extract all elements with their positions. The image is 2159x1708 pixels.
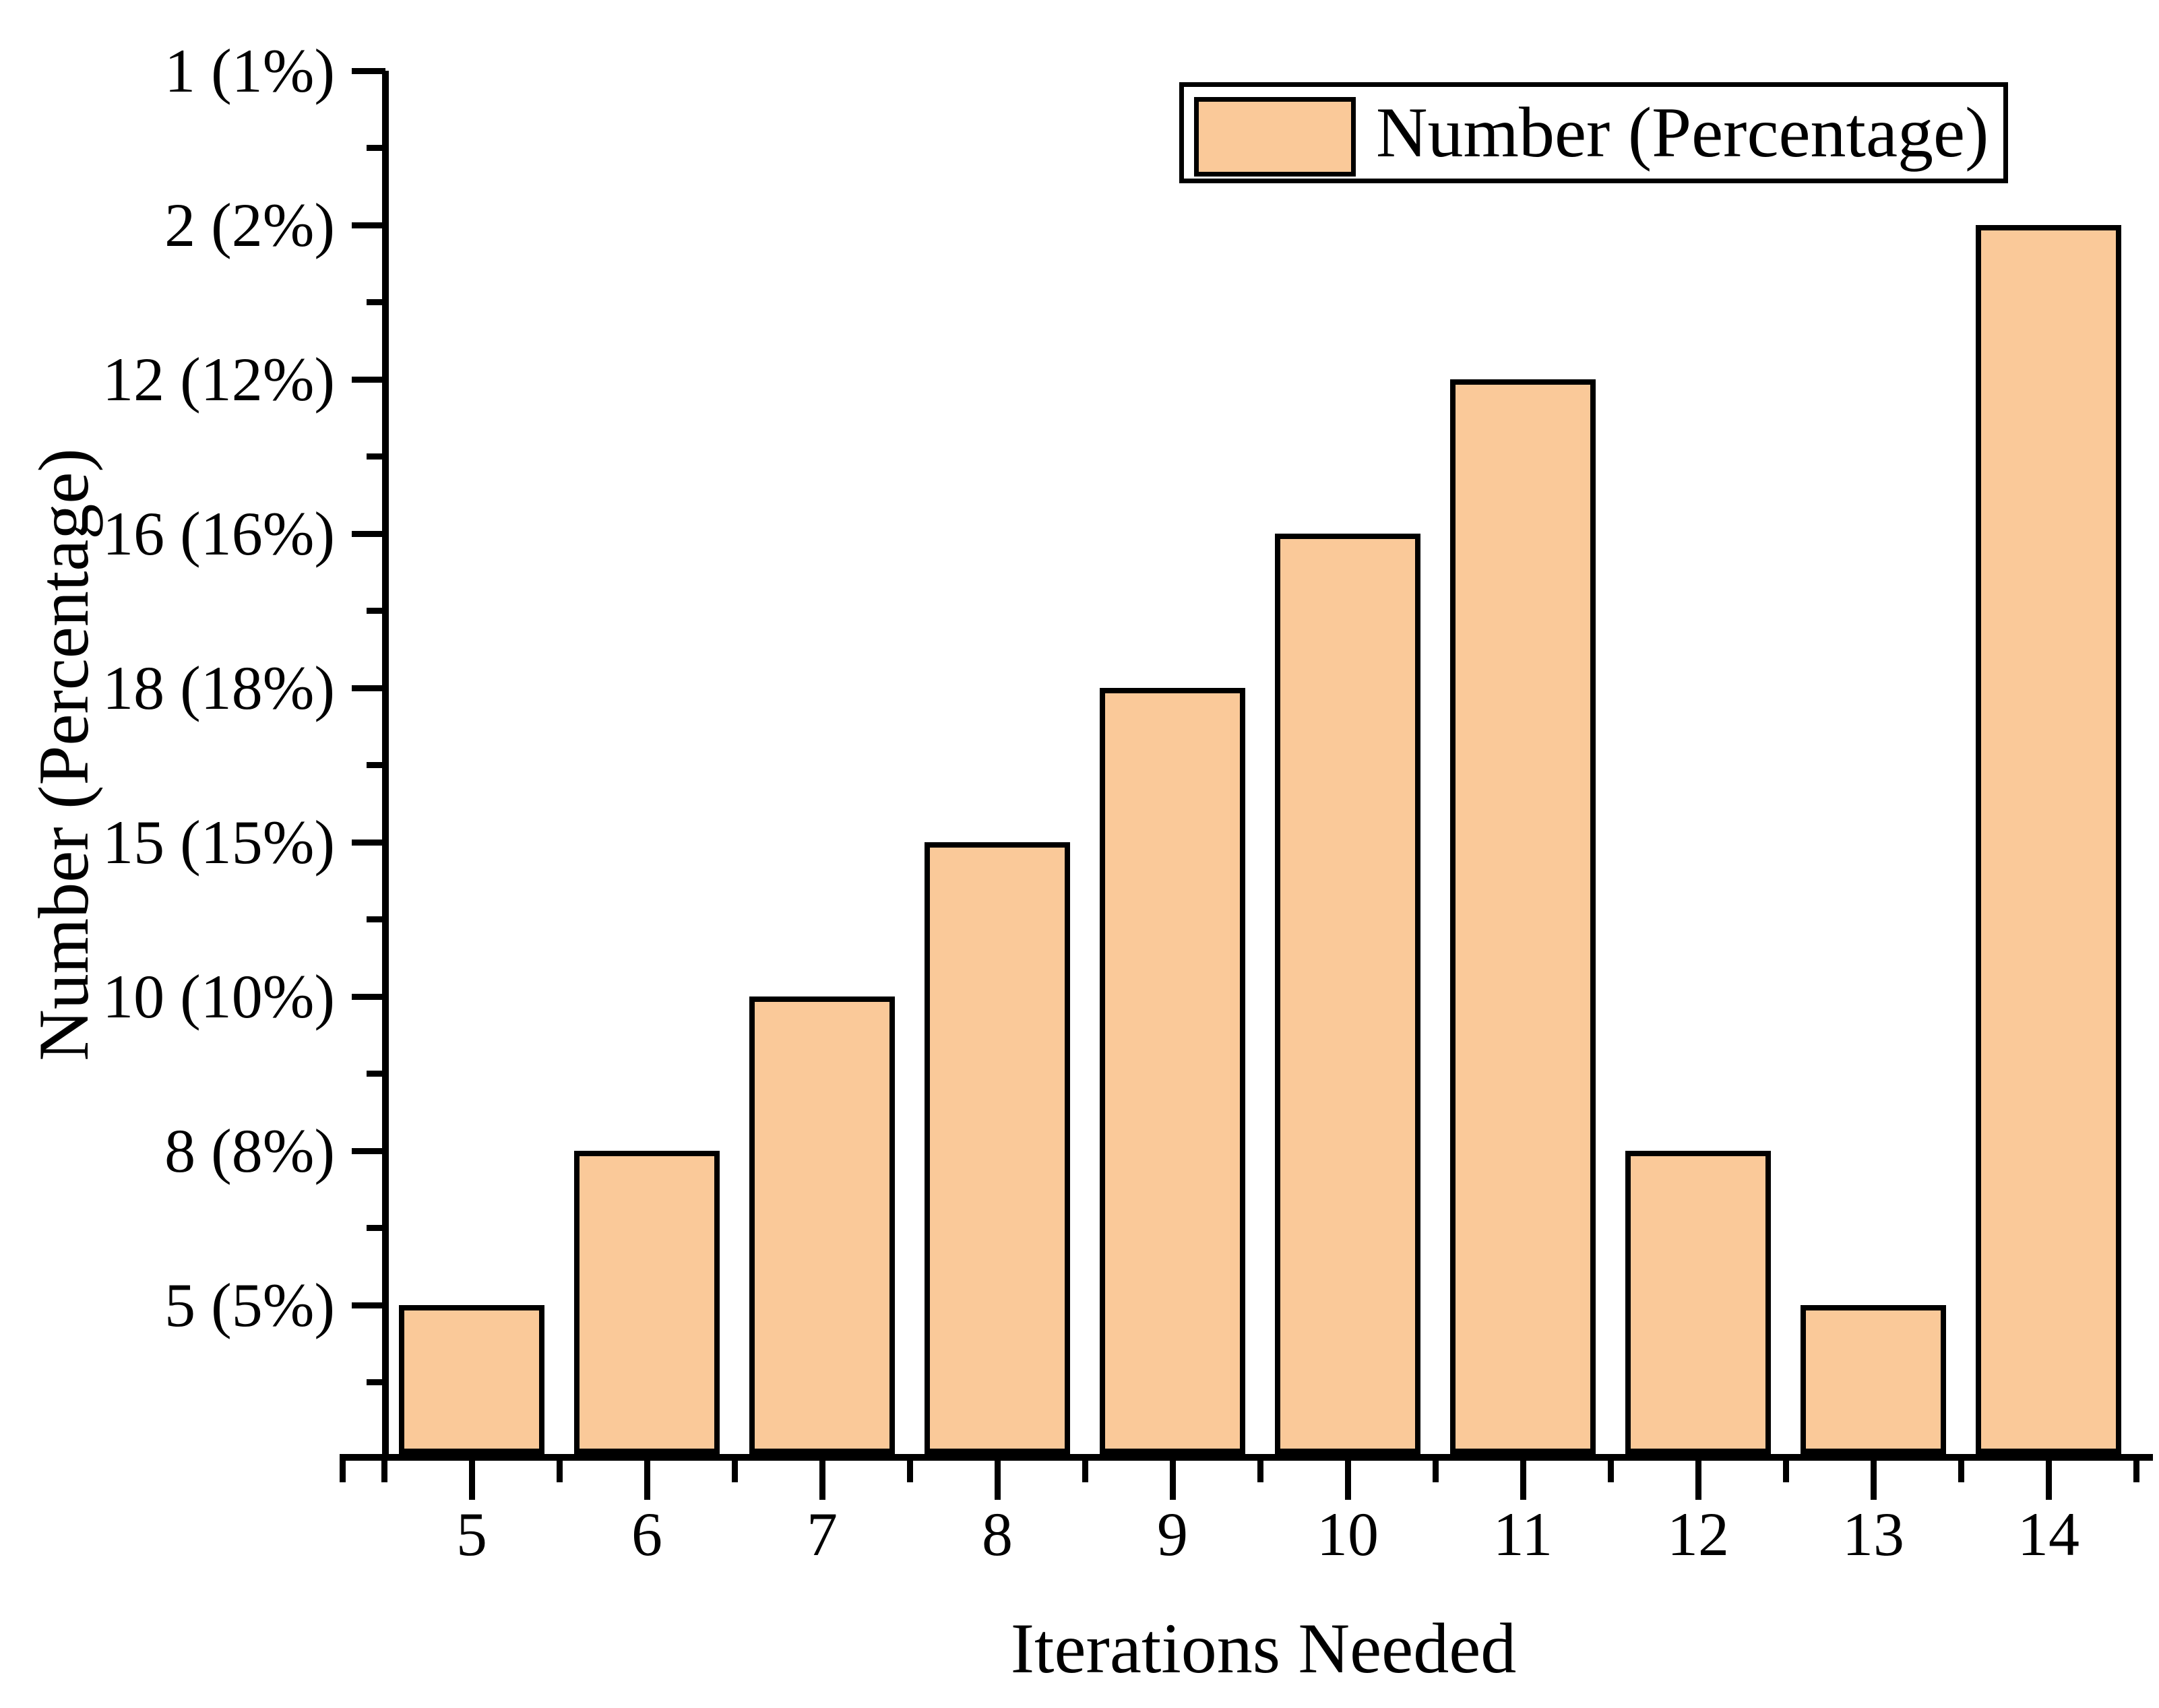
x-minor-tick bbox=[1082, 1454, 1088, 1482]
y-tick-label: 2 (2%) bbox=[164, 191, 335, 259]
y-tick-label: 15 (15%) bbox=[102, 808, 335, 877]
bar bbox=[1976, 225, 2121, 1454]
x-axis-title: Iterations Needed bbox=[1010, 1609, 1517, 1688]
x-tick-label: 11 bbox=[1493, 1500, 1553, 1569]
y-minor-tick bbox=[367, 608, 385, 614]
y-tick-label: 10 (10%) bbox=[102, 962, 335, 1031]
y-axis-title: Number (Percentage) bbox=[24, 448, 103, 1061]
y-tick-label: 1 (1%) bbox=[164, 36, 335, 105]
x-minor-tick bbox=[1782, 1454, 1789, 1482]
x-major-tick bbox=[468, 1454, 475, 1500]
x-minor-tick bbox=[1958, 1454, 1964, 1482]
bar bbox=[1275, 534, 1420, 1454]
y-minor-tick bbox=[367, 453, 385, 460]
x-tick-label: 12 bbox=[1667, 1500, 1729, 1569]
y-minor-tick bbox=[367, 762, 385, 768]
bar bbox=[1801, 1305, 1946, 1454]
x-minor-tick bbox=[339, 1454, 346, 1482]
x-minor-tick bbox=[1257, 1454, 1263, 1482]
x-tick-label: 6 bbox=[631, 1500, 662, 1569]
x-tick-label: 5 bbox=[456, 1500, 487, 1569]
legend: Number (Percentage) bbox=[1179, 82, 2008, 183]
x-major-tick bbox=[1344, 1454, 1351, 1500]
x-tick-label: 9 bbox=[1157, 1500, 1188, 1569]
y-tick-label: 12 (12%) bbox=[102, 345, 335, 414]
y-minor-tick bbox=[367, 1379, 385, 1385]
x-major-tick bbox=[1870, 1454, 1877, 1500]
legend-swatch-icon bbox=[1194, 97, 1356, 177]
y-major-tick bbox=[352, 685, 385, 691]
x-major-tick bbox=[644, 1454, 650, 1500]
x-tick-label: 7 bbox=[807, 1500, 838, 1569]
x-major-tick bbox=[1695, 1454, 1701, 1500]
y-major-tick bbox=[352, 376, 385, 383]
y-tick-label: 16 (16%) bbox=[102, 499, 335, 568]
bar bbox=[1450, 379, 1596, 1454]
bar bbox=[925, 842, 1070, 1454]
y-major-tick bbox=[352, 993, 385, 1000]
y-major-tick bbox=[352, 1302, 385, 1308]
x-tick-label: 8 bbox=[982, 1500, 1013, 1569]
x-tick-label: 14 bbox=[2017, 1500, 2079, 1569]
y-minor-tick bbox=[367, 916, 385, 922]
y-major-tick bbox=[352, 1147, 385, 1154]
x-major-tick bbox=[819, 1454, 825, 1500]
legend-label: Number (Percentage) bbox=[1376, 93, 1989, 172]
x-major-tick bbox=[2045, 1454, 2052, 1500]
y-minor-tick bbox=[367, 1225, 385, 1231]
x-major-tick bbox=[994, 1454, 1001, 1500]
y-minor-tick bbox=[367, 145, 385, 151]
y-minor-tick bbox=[367, 1071, 385, 1077]
x-tick-label: 13 bbox=[1842, 1500, 1904, 1569]
y-axis-line bbox=[382, 71, 389, 1461]
y-major-tick bbox=[352, 530, 385, 537]
bar bbox=[1625, 1151, 1771, 1454]
bar bbox=[1100, 688, 1245, 1454]
x-major-tick bbox=[1520, 1454, 1526, 1500]
x-major-tick bbox=[1169, 1454, 1176, 1500]
y-minor-tick bbox=[367, 299, 385, 305]
y-tick-label: 18 (18%) bbox=[102, 654, 335, 722]
x-tick-label: 10 bbox=[1317, 1500, 1379, 1569]
x-minor-tick bbox=[1607, 1454, 1614, 1482]
bar bbox=[399, 1305, 544, 1454]
y-major-tick bbox=[352, 222, 385, 228]
x-minor-tick bbox=[381, 1454, 387, 1482]
x-minor-tick bbox=[556, 1454, 563, 1482]
x-minor-tick bbox=[2133, 1454, 2139, 1482]
bar bbox=[749, 997, 895, 1454]
y-tick-label: 5 (5%) bbox=[164, 1271, 335, 1339]
y-major-tick bbox=[352, 67, 385, 74]
x-axis-line bbox=[340, 1454, 2153, 1461]
bar bbox=[574, 1151, 720, 1454]
y-tick-label: 8 (8%) bbox=[164, 1116, 335, 1185]
x-minor-tick bbox=[1432, 1454, 1439, 1482]
x-minor-tick bbox=[731, 1454, 738, 1482]
x-minor-tick bbox=[906, 1454, 913, 1482]
y-major-tick bbox=[352, 839, 385, 846]
